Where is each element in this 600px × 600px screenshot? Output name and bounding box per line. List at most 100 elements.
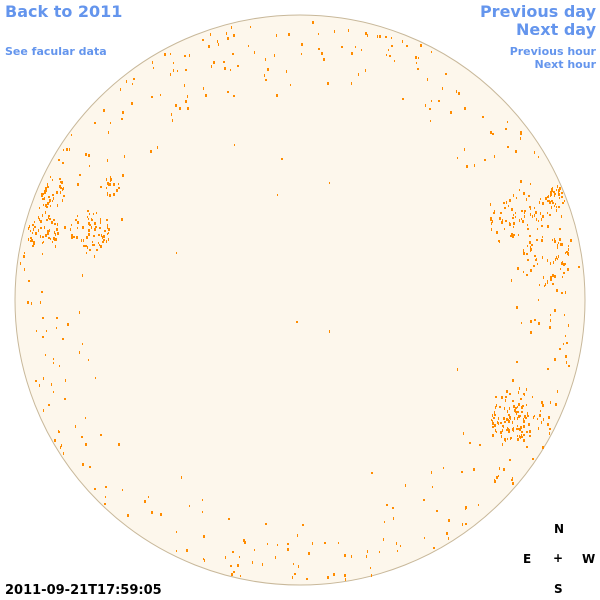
facula-point	[494, 414, 496, 416]
facula-point	[379, 551, 380, 553]
facula-point	[71, 236, 73, 239]
facula-point	[559, 187, 561, 190]
facula-point	[85, 245, 87, 247]
facula-point	[82, 463, 84, 466]
facula-point	[49, 229, 50, 232]
facula-point	[153, 67, 154, 69]
facula-point	[82, 274, 83, 277]
back-to-year-link[interactable]: Back to 2011	[5, 2, 123, 21]
facula-point	[358, 73, 359, 76]
facula-point	[34, 226, 36, 228]
facula-point	[478, 504, 479, 506]
facula-point	[482, 116, 484, 118]
facula-point	[534, 207, 535, 209]
facula-point	[446, 532, 448, 535]
next-day-link[interactable]: Next day	[516, 20, 596, 39]
facula-point	[151, 511, 153, 514]
facula-point	[63, 187, 64, 190]
facula-point	[550, 276, 552, 278]
facula-point	[227, 37, 229, 40]
facula-point	[103, 109, 105, 112]
facula-point	[516, 306, 518, 309]
facula-point	[554, 240, 556, 243]
facula-point	[50, 238, 51, 240]
facula-point	[525, 417, 527, 419]
facula-point	[547, 423, 549, 426]
facula-point	[537, 418, 538, 420]
facula-point	[509, 459, 511, 461]
facula-point	[530, 320, 532, 323]
previous-hour-link[interactable]: Previous hour	[509, 45, 596, 58]
facula-point	[492, 422, 494, 425]
facula-point	[53, 391, 54, 393]
facula-point	[20, 262, 21, 265]
facula-point	[506, 201, 507, 204]
previous-day-link[interactable]: Previous day	[479, 2, 596, 21]
facula-point	[474, 164, 475, 167]
facula-point	[532, 458, 534, 460]
facula-point	[48, 217, 49, 219]
facula-point	[173, 69, 174, 72]
next-hour-link[interactable]: Next hour	[534, 58, 597, 71]
facula-point	[520, 131, 522, 133]
facula-point	[564, 314, 565, 316]
compass-south: S	[554, 582, 563, 596]
facula-point	[565, 335, 566, 337]
facula-point	[522, 405, 524, 407]
facula-point	[47, 202, 49, 205]
facula-point	[463, 432, 464, 435]
facula-point	[88, 229, 90, 232]
facula-point	[458, 92, 460, 95]
facula-point	[105, 486, 107, 488]
facula-point	[526, 388, 527, 391]
facula-point	[110, 122, 111, 124]
facula-point	[254, 549, 255, 551]
facula-point	[334, 30, 335, 33]
facula-point	[490, 203, 491, 206]
facula-point	[290, 84, 291, 86]
facula-point	[44, 226, 45, 229]
facula-point	[38, 229, 39, 232]
facula-point	[561, 192, 563, 194]
facula-point	[45, 211, 46, 214]
facula-point	[297, 534, 298, 537]
facula-point	[384, 521, 385, 523]
facula-point	[462, 523, 463, 526]
facula-point	[499, 217, 501, 220]
facula-point	[327, 82, 329, 85]
facula-point	[107, 182, 109, 185]
facula-point	[288, 33, 290, 36]
facula-point	[47, 183, 48, 186]
facula-point	[558, 193, 560, 196]
facula-point	[42, 198, 44, 200]
facula-point	[77, 215, 78, 217]
facula-point	[521, 322, 522, 324]
facula-point	[565, 263, 566, 265]
facula-point	[281, 158, 283, 160]
facula-point	[513, 234, 515, 236]
facula-point	[523, 393, 524, 395]
facula-point	[456, 90, 457, 93]
facula-point	[555, 203, 556, 205]
facula-point	[81, 239, 82, 242]
facula-point	[108, 232, 109, 234]
facula-point	[144, 500, 146, 503]
facula-point	[243, 539, 245, 542]
facula-point	[46, 219, 48, 221]
facula-point	[218, 43, 219, 46]
facula-point	[287, 548, 289, 551]
facula-point	[62, 338, 64, 340]
facula-point	[502, 429, 503, 432]
facula-point	[107, 159, 108, 162]
see-facular-data-link[interactable]: See facular data	[5, 45, 107, 58]
facula-point	[187, 107, 189, 110]
facula-point	[250, 26, 251, 28]
facula-point	[544, 285, 545, 287]
facula-point	[67, 323, 69, 326]
facula-point	[400, 545, 401, 547]
facula-point	[550, 314, 551, 316]
facula-point	[267, 68, 269, 71]
facula-point	[537, 263, 538, 265]
facula-point	[32, 245, 34, 247]
